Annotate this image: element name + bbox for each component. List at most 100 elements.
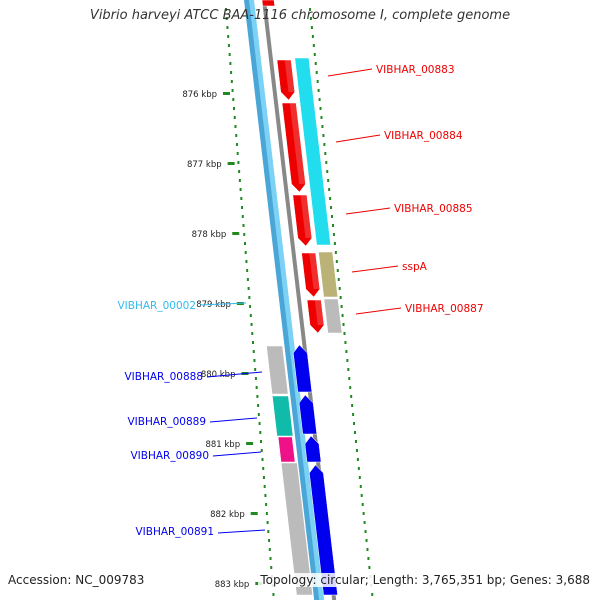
feature-labels: VIBHAR_00883 VIBHAR_00884 VIBHAR_00885 sspA… [117, 64, 483, 538]
gene-arrow-vibhar-00883-shade [284, 60, 295, 92]
dotted-track-right [355, 449, 358, 452]
gene-block-grey-right [323, 298, 343, 334]
dotted-track-left [257, 413, 260, 416]
dotted-track-left [249, 305, 252, 308]
dotted-track-left [238, 170, 241, 173]
tick-mark-881 [246, 442, 254, 445]
dotted-track-left [232, 98, 235, 101]
label-leader-vibhar-00885 [345, 207, 391, 215]
tick-label-876: 876 kbp [182, 90, 217, 100]
dotted-track-left [260, 449, 263, 452]
dotted-track-right [323, 143, 326, 146]
gene-arrow-vibhar-00883 [276, 59, 296, 101]
dotted-track-right [357, 467, 360, 470]
feature-label-sspa: sspA [402, 261, 428, 273]
dotted-track-right [309, 8, 311, 11]
topology-text: Topology: circular; Length: 3,765,351 bp… [258, 573, 592, 587]
dotted-track-right [319, 107, 322, 110]
label-leader-vibhar-00002 [199, 302, 247, 306]
gene-block-cyan [294, 57, 331, 246]
dotted-track-right [337, 278, 340, 281]
dotted-track-right [348, 377, 351, 380]
dotted-track-right [320, 116, 323, 119]
label-leader-vibhar-00883 [327, 68, 373, 77]
dotted-track-left [227, 44, 230, 47]
dotted-track-right [350, 395, 353, 398]
dotted-track-right [358, 476, 361, 479]
dotted-track-right [364, 530, 367, 533]
dotted-track-right [365, 539, 368, 542]
dotted-track-left [241, 215, 244, 218]
dotted-track-left [233, 116, 236, 119]
feature-label-vibhar-00889: VIBHAR_00889 [127, 416, 206, 428]
dotted-track-left [263, 485, 266, 488]
dotted-track-right [324, 152, 327, 155]
dotted-track-left [229, 62, 232, 65]
dotted-track-right [312, 44, 315, 47]
dotted-track-right [316, 80, 319, 83]
dotted-track-right [335, 260, 338, 263]
gene-block-khaki [318, 251, 339, 298]
dotted-track-right [354, 440, 357, 443]
feature-label-vibhar-00887: VIBHAR_00887 [405, 303, 484, 315]
gene-arrow-vibhar-00887 [306, 299, 325, 334]
gene-arrow-vibhar-00888 [293, 344, 313, 393]
label-leader-sspa [351, 265, 399, 273]
dotted-track-left [252, 350, 255, 353]
label-leader-vibhar-00890 [212, 451, 262, 457]
dotted-track-left [270, 566, 273, 569]
dotted-track-right [371, 593, 374, 596]
gene-arrow-sspa-shade [309, 253, 320, 289]
dotted-track-left [261, 458, 264, 461]
dotted-track-left [245, 260, 248, 263]
dotted-tracks [225, 8, 374, 596]
accession-text: Accession: NC_009783 [6, 573, 147, 587]
dotted-track-right [346, 359, 349, 362]
dotted-track-left [246, 269, 249, 272]
dotted-track-right [341, 314, 344, 317]
tick-mark-878 [232, 232, 240, 235]
label-leader-vibhar-00891 [217, 529, 266, 534]
dotted-track-left [252, 341, 254, 344]
dotted-track-left [243, 233, 246, 236]
tick-label-877: 877 kbp [187, 160, 222, 170]
feature-label-vibhar-00890: VIBHAR_00890 [130, 450, 209, 462]
dotted-track-right [336, 269, 339, 272]
dotted-track-right [321, 125, 324, 128]
dotted-track-left [249, 314, 252, 317]
dotted-track-right [331, 215, 334, 218]
dotted-track-right [354, 431, 357, 434]
dotted-track-left [244, 251, 247, 254]
feature-label-vibhar-00888: VIBHAR_00888 [124, 371, 203, 383]
dotted-track-right [342, 323, 345, 326]
dotted-track-right [353, 422, 356, 425]
dotted-track-left [243, 242, 246, 245]
dotted-track-left [231, 89, 234, 92]
gene-arrow-vibhar-00890 [304, 435, 322, 463]
dotted-track-left [225, 17, 228, 20]
dotted-track-right [340, 305, 343, 308]
dotted-track-left [230, 71, 233, 74]
dotted-track-right [338, 287, 341, 290]
dotted-track-right [359, 485, 362, 488]
dotted-track-right [330, 206, 333, 209]
dotted-track-right [325, 161, 328, 164]
dotted-track-right [327, 179, 330, 182]
dotted-track-left [257, 404, 260, 407]
dotted-track-left [235, 134, 238, 137]
dotted-track-right [344, 341, 347, 344]
tick-label-880: 880 kbp [201, 370, 236, 380]
dotted-track-right [347, 368, 350, 371]
dotted-track-right [310, 26, 313, 29]
dotted-track-left [268, 548, 271, 551]
dotted-track-left [247, 287, 250, 290]
dotted-track-right [322, 134, 325, 137]
dotted-track-left [250, 323, 253, 326]
dotted-track-right [311, 35, 314, 38]
dotted-track-left [228, 53, 231, 56]
gene-block-magenta [277, 436, 296, 463]
dotted-track-right [363, 521, 366, 524]
dotted-track-left [238, 179, 241, 182]
dotted-track-left [258, 422, 261, 425]
